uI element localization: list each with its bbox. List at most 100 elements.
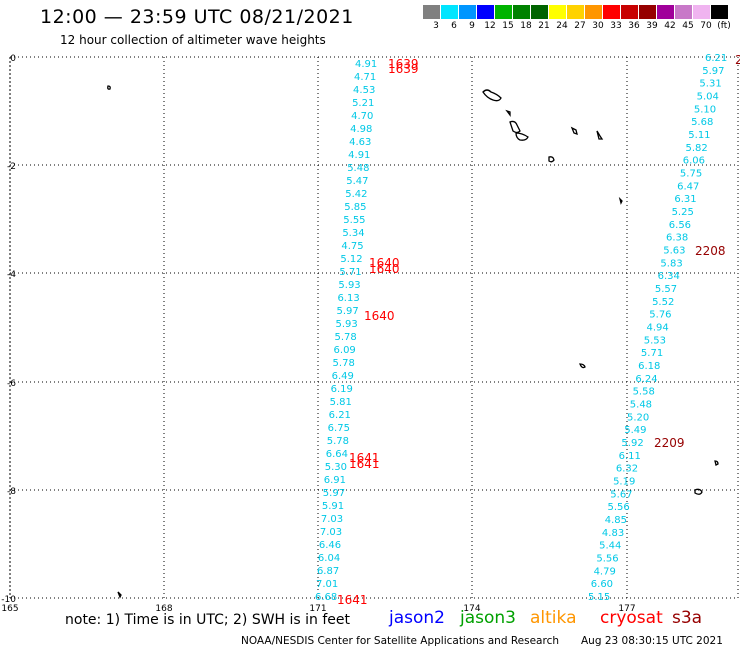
swh-value-label: 5.21 (352, 98, 374, 109)
map-frame (9, 56, 739, 599)
swh-value-label: 4.79 (594, 566, 616, 577)
swh-value-label: 5.20 (627, 412, 649, 423)
colorbar-swatch (585, 5, 603, 19)
pass-time-label: 1640 (369, 262, 400, 276)
colorbar-swatch (567, 5, 585, 19)
lon-tick-label: 177 (618, 604, 635, 614)
colorbar-label: 45 (682, 21, 694, 31)
swh-value-label: 6.19 (331, 384, 353, 395)
swh-value-label: 5.82 (686, 143, 708, 154)
swh-value-label: 6.11 (619, 451, 641, 462)
page-title: 12:00 — 23:59 UTC 08/21/2021 (40, 6, 354, 28)
swh-value-label: 5.93 (338, 280, 360, 291)
island-outline (570, 126, 578, 135)
colorbar-swatch (531, 5, 549, 19)
swh-value-label: 5.44 (599, 541, 621, 552)
colorbar-label: 9 (469, 21, 475, 31)
swh-value-label: 6.21 (329, 410, 351, 421)
swh-value-label: 5.56 (608, 502, 630, 513)
swh-value-label: 6.75 (328, 423, 350, 434)
swh-value-label: 5.11 (688, 130, 710, 141)
swh-value-label: 5.85 (344, 202, 366, 213)
swh-value-label: 7.03 (321, 514, 343, 525)
colorbar-swatch (711, 5, 729, 19)
island-outline (596, 130, 604, 140)
colorbar-swatch (693, 5, 711, 19)
swh-value-label: 6.06 (683, 156, 705, 167)
colorbar-swatch (621, 5, 639, 19)
pass-time-label: 1640 (369, 256, 400, 270)
lat-tick-label: -10 (1, 595, 16, 605)
colorbar-swatch (549, 5, 567, 19)
swh-value-label: 5.97 (702, 66, 724, 77)
colorbar-label: 27 (574, 21, 586, 31)
colorbar-swatch (441, 5, 459, 19)
island-outline (117, 591, 122, 599)
swh-value-label: 4.83 (602, 528, 624, 539)
swh-value-label: 6.46 (319, 540, 341, 551)
swh-value-label: 6.04 (318, 553, 340, 564)
swh-value-label: 5.63 (663, 246, 685, 257)
swh-value-label: 4.91 (348, 150, 370, 161)
swh-value-label: 5.93 (335, 319, 357, 330)
pass-time-label: 1641 (337, 593, 368, 607)
swh-value-label: 6.31 (674, 194, 696, 205)
swh-value-label: 6.13 (337, 293, 359, 304)
map-grid (9, 56, 739, 599)
lat-tick-label: -2 (7, 162, 16, 172)
lon-tick-label: 171 (309, 604, 326, 614)
swh-value-label: 6.38 (666, 233, 688, 244)
generation-timestamp: Aug 23 08:30:15 UTC 2021 (581, 635, 723, 647)
pass-time-label: 2 (735, 53, 740, 67)
swh-value-label: 6.87 (317, 566, 339, 577)
swh-value-label: 5.91 (322, 501, 344, 512)
swh-value-label: 5.10 (694, 104, 716, 115)
lat-tick-label: 0 (10, 54, 16, 64)
island-outline (694, 488, 703, 495)
swh-value-label: 4.85 (605, 515, 627, 526)
swh-value-label: 5.81 (330, 397, 352, 408)
swh-value-label: 6.56 (669, 220, 691, 231)
swh-value-label: 5.78 (327, 436, 349, 447)
island-outline (505, 109, 511, 117)
swh-value-label: 5.78 (333, 358, 355, 369)
pass-times-dark: 2208 2209 2 (654, 53, 740, 450)
colorbar-label: 30 (592, 21, 604, 31)
colorbar-label: 39 (646, 21, 658, 31)
pass-time-label: 2209 (654, 436, 685, 450)
pass-time-label: 1641 (349, 457, 380, 471)
swh-value-label: 5.31 (699, 79, 721, 90)
colorbar-label: 3 (433, 21, 439, 31)
units-note: note: 1) Time is in UTC; 2) SWH is in fe… (65, 612, 351, 628)
lat-tick-label: -4 (7, 270, 16, 280)
colorbar-swatch (459, 5, 477, 19)
legend-cryosat: cryosat (600, 608, 663, 628)
swh-value-label: 6.18 (638, 361, 660, 372)
colorbar-swatch (639, 5, 657, 19)
colorbar-swatch (495, 5, 513, 19)
lon-tick-label: 174 (463, 604, 480, 614)
swh-value-label: 6.34 (658, 271, 680, 282)
swh-value-label: 5.71 (641, 348, 663, 359)
swh-value-label: 5.78 (335, 332, 357, 343)
swh-value-label: 5.49 (624, 425, 646, 436)
island-outline (515, 132, 529, 141)
colorbar-label: 21 (538, 21, 550, 31)
swh-value-label: 5.58 (633, 387, 655, 398)
swh-value-label: 6.68 (315, 592, 337, 603)
axis-ticks: 165 168 171 174 177 0 -2 -4 -6 -8 -10 (1, 54, 635, 614)
swh-value-label: 5.48 (347, 163, 369, 174)
island-outline (714, 460, 719, 466)
swh-value-label: 6.21 (705, 53, 727, 64)
swh-value-label: 5.83 (660, 258, 682, 269)
swh-value-label: 4.94 (647, 323, 669, 334)
colorbar-swatch (513, 5, 531, 19)
pass-time-label: 1639 (388, 57, 419, 71)
swh-value-label: 7.01 (316, 579, 338, 590)
colorbar-swatch (603, 5, 621, 19)
lat-tick-label: -8 (7, 487, 16, 497)
swh-value-label: 5.15 (588, 592, 610, 603)
swh-value-label: 5.56 (596, 554, 618, 565)
